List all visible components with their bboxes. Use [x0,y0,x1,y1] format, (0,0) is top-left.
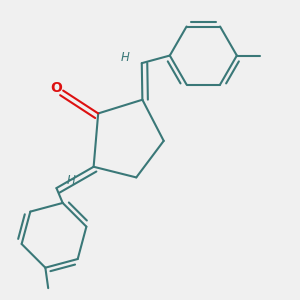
Text: H: H [67,174,76,187]
Text: H: H [121,51,130,64]
Text: O: O [50,81,62,95]
